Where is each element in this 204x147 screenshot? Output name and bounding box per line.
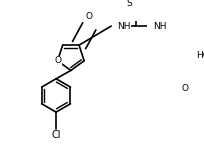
Text: O: O	[54, 56, 61, 65]
Text: Cl: Cl	[51, 131, 61, 141]
Text: NH: NH	[153, 22, 166, 31]
Text: O: O	[86, 12, 93, 21]
Text: I: I	[203, 33, 204, 43]
Text: S: S	[126, 0, 132, 8]
Text: O: O	[181, 84, 188, 93]
Text: HO: HO	[196, 51, 204, 60]
Text: NH: NH	[117, 22, 131, 31]
